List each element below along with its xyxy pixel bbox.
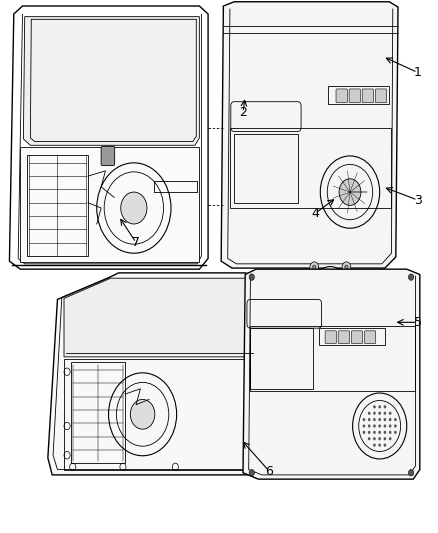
Circle shape xyxy=(313,265,316,269)
Polygon shape xyxy=(221,2,398,268)
FancyBboxPatch shape xyxy=(375,89,387,103)
Circle shape xyxy=(368,424,371,427)
Circle shape xyxy=(409,274,414,280)
Polygon shape xyxy=(23,17,199,146)
Circle shape xyxy=(314,266,347,307)
Circle shape xyxy=(326,281,335,292)
Polygon shape xyxy=(48,273,263,475)
Circle shape xyxy=(368,437,371,440)
Circle shape xyxy=(378,431,381,434)
Circle shape xyxy=(389,437,392,440)
Circle shape xyxy=(363,418,365,421)
Circle shape xyxy=(384,411,386,415)
Circle shape xyxy=(409,470,414,476)
Circle shape xyxy=(373,437,376,440)
Text: 5: 5 xyxy=(413,316,422,329)
FancyBboxPatch shape xyxy=(351,331,363,344)
Circle shape xyxy=(313,304,316,309)
Circle shape xyxy=(368,418,371,421)
Circle shape xyxy=(384,418,386,421)
Circle shape xyxy=(394,431,397,434)
Circle shape xyxy=(389,411,392,415)
Circle shape xyxy=(378,405,381,408)
Text: 7: 7 xyxy=(132,236,140,249)
Circle shape xyxy=(384,424,386,427)
Circle shape xyxy=(378,437,381,440)
Circle shape xyxy=(378,424,381,427)
FancyBboxPatch shape xyxy=(364,331,376,344)
FancyBboxPatch shape xyxy=(349,89,360,103)
FancyBboxPatch shape xyxy=(101,147,115,165)
Circle shape xyxy=(373,443,376,447)
Circle shape xyxy=(363,424,365,427)
Circle shape xyxy=(345,265,348,269)
Circle shape xyxy=(384,431,386,434)
Circle shape xyxy=(310,262,319,272)
Circle shape xyxy=(378,411,381,415)
Circle shape xyxy=(342,301,351,312)
Circle shape xyxy=(394,418,397,421)
Circle shape xyxy=(389,418,392,421)
Circle shape xyxy=(368,411,371,415)
Text: 4: 4 xyxy=(311,207,319,220)
Circle shape xyxy=(249,470,254,476)
Circle shape xyxy=(373,418,376,421)
FancyBboxPatch shape xyxy=(336,89,347,103)
Circle shape xyxy=(310,301,319,312)
FancyBboxPatch shape xyxy=(338,331,350,344)
Circle shape xyxy=(339,179,361,205)
Polygon shape xyxy=(64,278,254,357)
Text: 1: 1 xyxy=(414,66,422,79)
Circle shape xyxy=(389,431,392,434)
FancyBboxPatch shape xyxy=(325,331,336,344)
Circle shape xyxy=(384,405,386,408)
Circle shape xyxy=(378,443,381,447)
Circle shape xyxy=(373,424,376,427)
Circle shape xyxy=(373,411,376,415)
Polygon shape xyxy=(20,147,199,262)
Circle shape xyxy=(121,192,147,224)
Text: 3: 3 xyxy=(414,193,422,207)
Circle shape xyxy=(373,431,376,434)
Circle shape xyxy=(320,274,341,300)
FancyBboxPatch shape xyxy=(362,89,374,103)
Polygon shape xyxy=(243,269,420,479)
Circle shape xyxy=(373,405,376,408)
Circle shape xyxy=(363,431,365,434)
Circle shape xyxy=(131,399,155,429)
Circle shape xyxy=(394,424,397,427)
Circle shape xyxy=(345,304,348,309)
Circle shape xyxy=(342,262,351,272)
Text: 2: 2 xyxy=(239,106,247,119)
Circle shape xyxy=(384,437,386,440)
Text: 6: 6 xyxy=(265,465,273,478)
Circle shape xyxy=(378,418,381,421)
Circle shape xyxy=(384,443,386,447)
Circle shape xyxy=(389,424,392,427)
Circle shape xyxy=(249,274,254,280)
Circle shape xyxy=(368,431,371,434)
